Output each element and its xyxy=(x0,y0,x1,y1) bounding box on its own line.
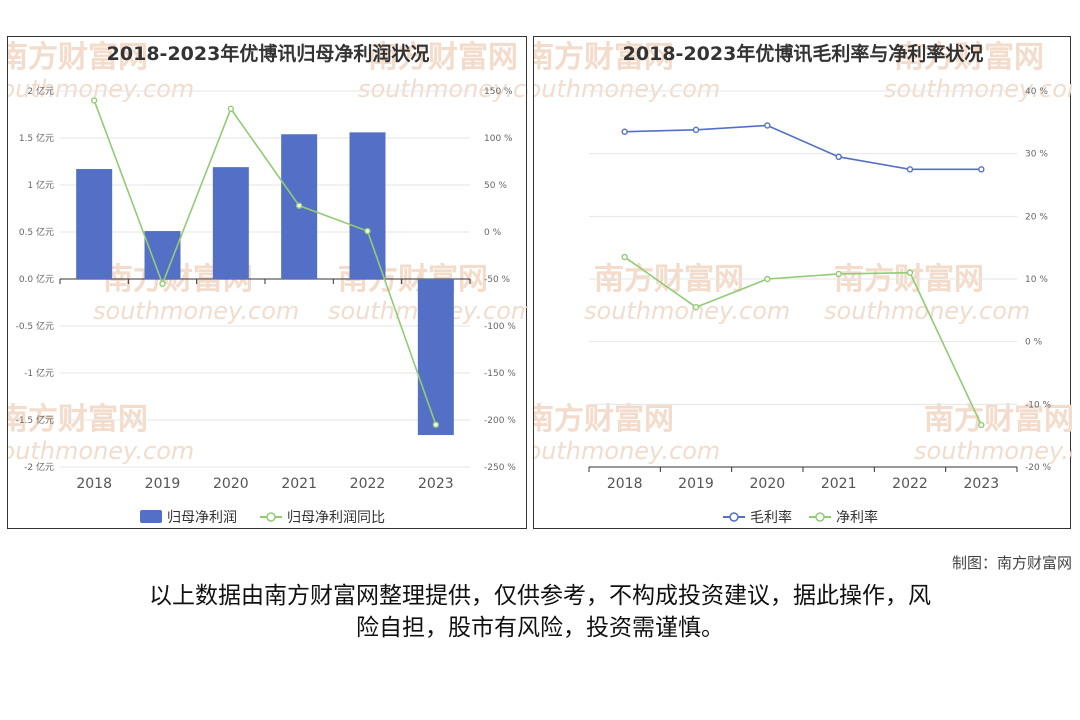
disclaimer: 以上数据由南方财富网整理提供，仅供参考，不构成投资建议，据此操作，风 险自担，股… xyxy=(40,580,1040,644)
chart-title: 2018-2023年优博讯归母净利润状况 xyxy=(107,42,430,65)
x-tick-label: 2021 xyxy=(281,476,317,492)
y-right-tick-label: 0 % xyxy=(1025,338,1043,348)
y-right-tick-label: -150 % xyxy=(484,369,516,379)
y-right-tick-label: -200 % xyxy=(484,416,516,426)
y-right-tick-label: -10 % xyxy=(1025,400,1052,410)
watermark-cn: 南方财富网 xyxy=(534,402,674,437)
bar-2019 xyxy=(144,231,181,279)
y-right-tick-label: 30 % xyxy=(1025,150,1048,160)
chart-title: 2018-2023年优博讯毛利率与净利率状况 xyxy=(623,42,984,65)
y-left-tick-label: 1.5 亿元 xyxy=(19,132,54,144)
series-1-point-2021 xyxy=(835,270,842,278)
legend-label: 归母净利润同比 xyxy=(287,509,385,526)
watermark-en: southmoney.com xyxy=(8,75,194,103)
watermark-en: southmoney.com xyxy=(534,437,720,465)
watermark-en: southmoney.com xyxy=(884,75,1072,103)
series-1-point-2023 xyxy=(978,421,985,429)
chart-panel-margins: 南方财富网 southmoney.com 南方财富网 southmoney.com 南方… xyxy=(533,36,1072,529)
series-1-point-2018 xyxy=(621,253,628,261)
series-1-point-2019 xyxy=(692,304,700,311)
y-right-tick-label: 0 % xyxy=(484,228,502,238)
watermark-cn: 南方财富网 xyxy=(368,40,518,75)
y-right-tick-label: -250 % xyxy=(484,463,516,473)
series-0-point-2022 xyxy=(906,166,914,173)
series-line-0 xyxy=(624,124,982,171)
watermark-en: southmoney.com xyxy=(93,297,299,325)
watermark-cn: 南方财富网 xyxy=(534,40,674,75)
y-right-tick-label: 20 % xyxy=(1025,212,1048,222)
x-tick-label: 2021 xyxy=(821,476,857,492)
legend-swatch-marker xyxy=(266,512,276,522)
y-right-tick-label: 40 % xyxy=(1025,87,1048,97)
watermark-en: southmoney.com xyxy=(358,75,528,103)
y-right-tick-label: 100 % xyxy=(484,134,513,144)
yoy-point-2020 xyxy=(227,105,235,113)
x-tick-label: 2018 xyxy=(76,476,112,492)
legend-label: 毛利率 xyxy=(750,509,792,526)
y-right-tick-label: -50 % xyxy=(484,275,511,285)
y-left-tick-label: 0.0 亿元 xyxy=(19,273,54,285)
watermark-en: southmoney.com xyxy=(914,437,1072,465)
margin-chart: 南方财富网southmoney.com南方财富网southmoney.com南方… xyxy=(534,40,1072,526)
disclaimer-line-1: 以上数据由南方财富网整理提供，仅供参考，不构成投资建议，据此操作，风 xyxy=(149,583,931,609)
watermark-cn: 南方财富网 xyxy=(924,402,1072,437)
y-right-tick-label: 50 % xyxy=(484,181,507,191)
legend-swatch-marker xyxy=(729,512,739,522)
series-1-point-2020 xyxy=(764,275,771,283)
legend-label: 归母净利润 xyxy=(167,509,237,526)
x-tick-label: 2020 xyxy=(213,476,249,492)
series-0-point-2021 xyxy=(835,153,842,161)
x-tick-label: 2019 xyxy=(145,476,181,492)
x-tick-label: 2019 xyxy=(678,476,714,492)
chart-credit: 制图：南方财富网 xyxy=(951,554,1072,572)
y-left-tick-label: -1.5 亿元 xyxy=(16,414,54,426)
watermark-cn: 南方财富网 xyxy=(8,40,148,75)
watermark-cn: 南方财富网 xyxy=(894,40,1044,75)
yoy-line xyxy=(93,100,437,425)
bar-2022 xyxy=(349,132,386,279)
x-tick-label: 2018 xyxy=(607,476,643,492)
y-right-tick-label: 10 % xyxy=(1025,275,1048,285)
bar-2023 xyxy=(417,279,454,436)
yoy-point-2018 xyxy=(90,97,98,104)
legend-swatch-bar xyxy=(140,510,162,523)
y-left-tick-label: -0.5 亿元 xyxy=(16,320,54,332)
y-left-tick-label: -2 亿元 xyxy=(24,461,54,473)
y-right-tick-label: -20 % xyxy=(1025,463,1052,473)
y-left-tick-label: 1 亿元 xyxy=(27,179,54,191)
legend-swatch-marker xyxy=(815,512,825,522)
series-1-point-2022 xyxy=(906,269,914,276)
x-tick-label: 2023 xyxy=(418,476,454,492)
net-profit-chart: 南方财富网southmoney.com南方财富网southmoney.com南方… xyxy=(8,40,528,526)
y-right-tick-label: 150 % xyxy=(484,87,513,97)
series-0-point-2020 xyxy=(764,122,771,129)
chart-panel-net-profit: 南方财富网southmoney.com南方财富网southmoney.com南方… xyxy=(7,36,528,529)
x-tick-label: 2023 xyxy=(964,476,1000,492)
series-0-point-2023 xyxy=(978,166,985,173)
series-0-point-2018 xyxy=(621,128,628,135)
y-left-tick-label: 0.5 亿元 xyxy=(19,226,54,238)
bar-2020 xyxy=(212,167,249,279)
bar-2018 xyxy=(76,169,113,279)
x-tick-label: 2020 xyxy=(750,476,786,492)
y-right-tick-label: -100 % xyxy=(484,322,516,332)
watermark-en: southmoney.com xyxy=(534,75,720,103)
yoy-point-2021 xyxy=(295,202,303,209)
disclaimer-line-2: 险自担，股市有风险，投资需谨慎。 xyxy=(356,615,724,641)
y-left-tick-label: -1 亿元 xyxy=(24,367,54,379)
y-left-tick-label: 2 亿元 xyxy=(27,85,54,97)
watermark-en: southmoney.com xyxy=(8,437,194,465)
x-tick-label: 2022 xyxy=(350,476,386,492)
yoy-point-2022 xyxy=(364,227,371,235)
x-tick-label: 2022 xyxy=(892,476,928,492)
yoy-point-2023 xyxy=(432,421,440,428)
series-line-1 xyxy=(624,256,983,426)
series-0-point-2019 xyxy=(692,126,700,134)
yoy-point-2019 xyxy=(159,280,166,287)
legend-label: 净利率 xyxy=(836,509,878,526)
